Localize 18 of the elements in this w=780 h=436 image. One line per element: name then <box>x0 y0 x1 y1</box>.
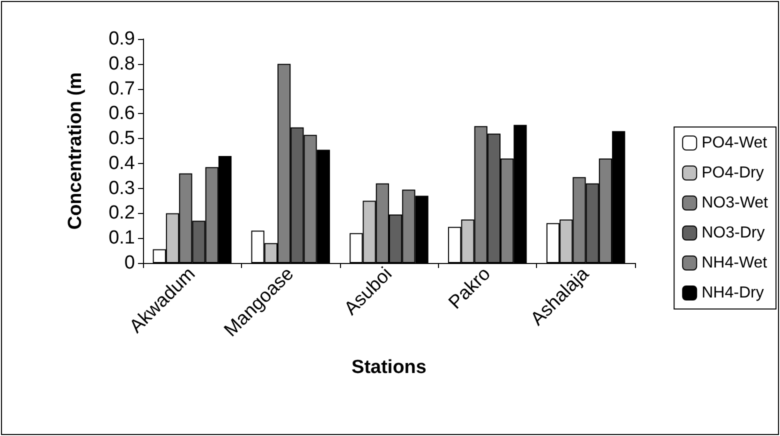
y-tick-label: 0.8 <box>108 53 135 74</box>
y-tick-label: 0.4 <box>108 152 136 174</box>
y-tick-label: 0.7 <box>108 78 135 100</box>
legend-label: NH4-Wet <box>702 254 768 272</box>
legend-label: NO3-Dry <box>702 224 765 242</box>
legend-label: NH4-Dry <box>702 284 764 302</box>
y-tick-label: 0.2 <box>108 202 135 224</box>
y-tick-label: 0.6 <box>108 103 135 124</box>
legend-label: NO3-Wet <box>702 194 769 212</box>
x-axis-title: Stations <box>352 357 426 378</box>
legend-label: PO4-Wet <box>702 134 768 152</box>
y-axis-title: Concentration (m <box>65 72 86 230</box>
y-tick-label: 0 <box>124 252 135 274</box>
y-tick-label: 0.3 <box>108 178 135 199</box>
y-tick-label: 0.1 <box>108 228 135 249</box>
y-tick-label: 0.5 <box>108 128 135 150</box>
legend-label: PO4-Dry <box>702 164 764 182</box>
y-tick-label: 0.9 <box>108 28 135 50</box>
